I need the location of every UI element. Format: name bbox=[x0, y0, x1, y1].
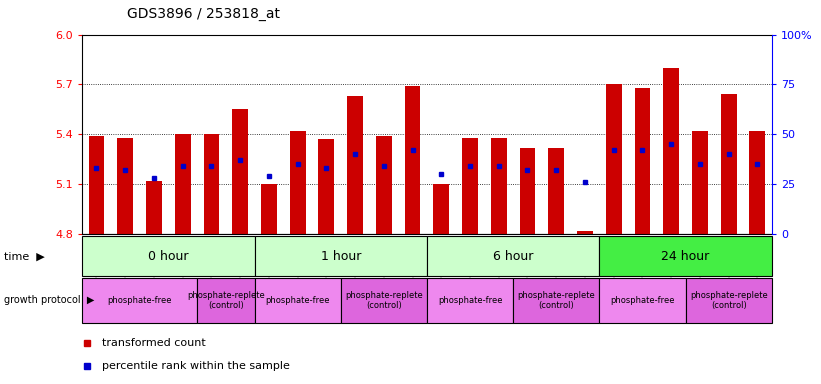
Bar bbox=[319, 139, 334, 234]
Bar bbox=[89, 136, 104, 234]
Text: percentile rank within the sample: percentile rank within the sample bbox=[102, 361, 290, 371]
Text: phosphate-free: phosphate-free bbox=[438, 296, 502, 305]
Bar bbox=[232, 109, 248, 234]
Text: phosphate-replete
(control): phosphate-replete (control) bbox=[345, 291, 423, 310]
Bar bbox=[577, 231, 593, 234]
Bar bbox=[427, 236, 599, 276]
Text: 6 hour: 6 hour bbox=[493, 250, 534, 263]
Text: phosphate-free: phosphate-free bbox=[265, 296, 330, 305]
Bar bbox=[599, 278, 686, 323]
Bar bbox=[606, 84, 621, 234]
Text: phosphate-free: phosphate-free bbox=[610, 296, 675, 305]
Bar bbox=[146, 181, 162, 234]
Bar bbox=[491, 138, 507, 234]
Bar bbox=[548, 148, 564, 234]
Bar bbox=[663, 68, 679, 234]
Bar bbox=[750, 131, 765, 234]
Bar bbox=[433, 184, 449, 234]
Bar bbox=[82, 278, 197, 323]
Bar bbox=[462, 138, 478, 234]
Bar bbox=[405, 86, 420, 234]
Text: 0 hour: 0 hour bbox=[148, 250, 189, 263]
Bar bbox=[341, 278, 427, 323]
Bar bbox=[117, 138, 133, 234]
Bar bbox=[513, 278, 599, 323]
Bar bbox=[427, 278, 513, 323]
Bar bbox=[204, 134, 219, 234]
Text: GDS3896 / 253818_at: GDS3896 / 253818_at bbox=[127, 7, 280, 20]
Bar bbox=[599, 236, 772, 276]
Bar bbox=[686, 278, 772, 323]
Bar bbox=[82, 236, 255, 276]
Text: phosphate-free: phosphate-free bbox=[108, 296, 172, 305]
Bar bbox=[197, 278, 255, 323]
Text: 1 hour: 1 hour bbox=[320, 250, 361, 263]
Text: phosphate-replete
(control): phosphate-replete (control) bbox=[690, 291, 768, 310]
Bar bbox=[635, 88, 650, 234]
Bar bbox=[261, 184, 277, 234]
Text: growth protocol  ▶: growth protocol ▶ bbox=[4, 295, 94, 306]
Bar bbox=[255, 278, 341, 323]
Text: phosphate-replete
(control): phosphate-replete (control) bbox=[187, 291, 264, 310]
Text: phosphate-replete
(control): phosphate-replete (control) bbox=[517, 291, 595, 310]
Bar bbox=[290, 131, 305, 234]
Bar bbox=[175, 134, 190, 234]
Text: transformed count: transformed count bbox=[102, 338, 205, 348]
Bar bbox=[520, 148, 535, 234]
Text: time  ▶: time ▶ bbox=[4, 251, 45, 262]
Bar bbox=[376, 136, 392, 234]
Text: 24 hour: 24 hour bbox=[662, 250, 709, 263]
Bar bbox=[692, 131, 708, 234]
Bar bbox=[721, 94, 736, 234]
Bar bbox=[347, 96, 363, 234]
Bar bbox=[255, 236, 427, 276]
